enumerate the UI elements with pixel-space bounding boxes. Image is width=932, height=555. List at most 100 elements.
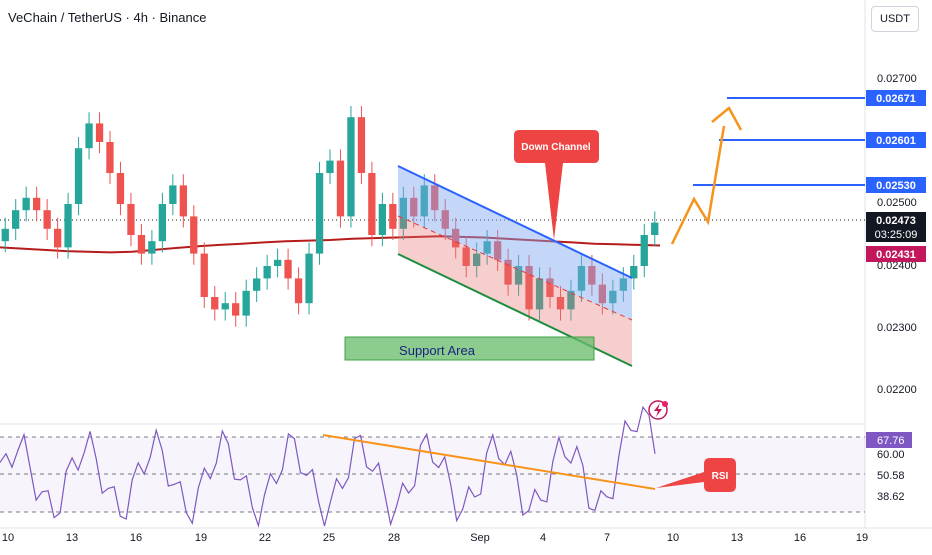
projection-arrowhead	[711, 106, 743, 131]
candle-body	[200, 253, 208, 297]
candle-body	[598, 284, 606, 304]
candle-body	[1, 228, 9, 242]
candle-body	[357, 117, 366, 173]
price-label-text: 0.02431	[876, 249, 916, 261]
candle-body	[211, 297, 219, 310]
rsi-path	[0, 405, 656, 529]
candles	[1, 106, 659, 327]
time-tick: Sep	[470, 532, 490, 544]
price-label-target-1: 0.02671	[866, 90, 926, 106]
time-tick: 22	[259, 532, 271, 544]
candle-body	[630, 266, 638, 279]
candle-body	[462, 247, 470, 266]
price-label-text: 0.02473	[876, 215, 916, 227]
time-tick: 7	[604, 532, 610, 544]
price-label-target-2: 0.02601	[866, 132, 926, 148]
candle-body	[12, 210, 20, 229]
currency-button[interactable]: USDT	[871, 6, 919, 32]
candle-body	[473, 253, 481, 266]
candle-body	[127, 204, 135, 235]
candle-body	[253, 278, 261, 291]
price-tick: 0.02300	[877, 322, 917, 334]
candle-body	[64, 204, 72, 248]
candle-body	[85, 123, 93, 149]
candle-body	[567, 290, 575, 310]
rsi-callout	[656, 458, 736, 492]
candle-body	[315, 173, 324, 254]
price-label-ma: 0.02431	[866, 246, 926, 262]
rsi-tick: 38.62	[877, 491, 905, 503]
price-label-text: 0.02671	[876, 93, 916, 105]
candle-body	[22, 197, 30, 211]
candle-body	[535, 278, 544, 310]
price-label-current: 0.02473 03:25:09	[866, 212, 926, 242]
candle-body	[190, 216, 198, 254]
candle-body	[420, 185, 428, 217]
time-tick: 13	[731, 532, 743, 544]
time-tick: 19	[195, 532, 207, 544]
candle-body	[399, 197, 407, 229]
price-tick: 0.02500	[877, 197, 917, 209]
candle-body	[43, 210, 51, 229]
channel-top-line	[397, 165, 633, 279]
time-tick: 13	[66, 532, 78, 544]
candle-body	[378, 204, 386, 235]
countdown-text: 03:25:09	[875, 229, 918, 241]
candle-body	[137, 235, 146, 254]
candle-body	[54, 228, 62, 248]
projection-path	[670, 125, 726, 245]
candle-body	[556, 297, 565, 310]
candle-body	[116, 173, 125, 204]
candle-body	[483, 241, 491, 254]
candle-body	[179, 185, 187, 217]
candle-body	[263, 266, 271, 279]
down-channel-label: Down Channel	[521, 142, 591, 153]
time-tick: 10	[667, 532, 679, 544]
candle-body	[294, 278, 303, 304]
candle-body	[274, 259, 282, 266]
candle-body	[158, 204, 166, 242]
candle-body	[242, 290, 250, 316]
time-axis: 10 13 16 19 22 25 28 Sep 4 7 10 13 16 19	[2, 532, 868, 544]
candle-body	[441, 210, 449, 229]
candle-body	[169, 185, 177, 204]
price-tick: 0.02400	[877, 260, 917, 272]
candle-body	[431, 185, 439, 211]
candle-body	[232, 303, 240, 316]
time-tick: 16	[794, 532, 806, 544]
time-tick: 10	[2, 532, 14, 544]
channel-mid-line	[397, 215, 633, 321]
time-tick: 4	[540, 532, 546, 544]
channel-lower-zone	[398, 216, 632, 366]
price-tick: 0.02200	[877, 384, 917, 396]
candle-body	[106, 142, 114, 173]
candle-body	[347, 117, 355, 217]
price-axis-ticks: 0.02700 0.02500 0.02400 0.02300 0.02200	[877, 73, 917, 396]
price-label-text: 0.02530	[876, 180, 916, 192]
lightning-icon[interactable]	[648, 400, 668, 420]
candle-body	[640, 235, 648, 266]
rsi-line	[0, 405, 656, 529]
candle-body	[609, 290, 617, 304]
rsi-callout-label: RSI	[712, 471, 729, 482]
channel-upper-zone	[398, 166, 632, 320]
price-label-text: 0.02601	[876, 135, 916, 147]
candle-body	[546, 278, 554, 297]
candle-body	[525, 266, 533, 310]
candle-body	[284, 259, 292, 279]
candle-body	[588, 266, 596, 285]
candle-body	[452, 228, 460, 248]
time-tick: 16	[130, 532, 142, 544]
support-area-zone	[344, 336, 595, 361]
candle-body	[305, 253, 313, 304]
candle-body	[326, 160, 334, 173]
candle-body	[33, 197, 41, 211]
ma-line	[0, 235, 661, 254]
time-tick: 28	[388, 532, 400, 544]
rsi-tick: 60.00	[877, 449, 905, 461]
candle-body	[514, 266, 523, 285]
candle-body	[389, 204, 397, 229]
down-channel-callout	[514, 130, 599, 240]
